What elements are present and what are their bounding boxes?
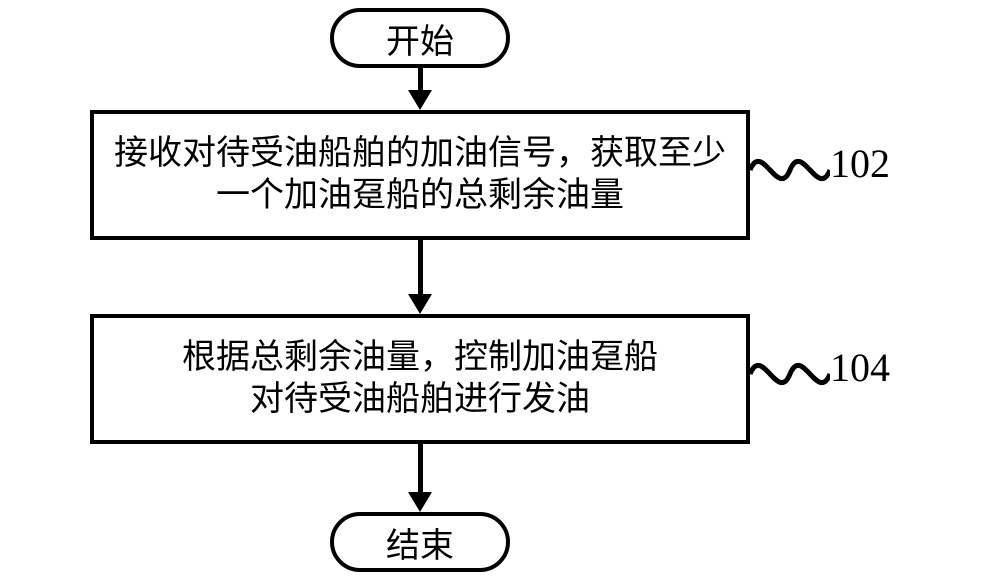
process-104: 根据总剩余油量，控制加油趸船 对待受油船舶进行发油 [90, 314, 750, 444]
process-102-line1: 接收对待受油船舶的加油信号，获取至少 [114, 133, 726, 176]
process-102: 接收对待受油船舶的加油信号，获取至少 一个加油趸船的总剩余油量 [90, 110, 750, 240]
process-102-line2: 一个加油趸船的总剩余油量 [114, 175, 726, 218]
edge-104-to-end-head [408, 492, 432, 512]
edge-102-to-104-head [408, 294, 432, 314]
wiggle-102 [750, 130, 830, 210]
terminator-start-label: 开始 [386, 14, 454, 63]
edge-start-to-102 [418, 68, 423, 92]
process-104-line2: 对待受油船舶进行发油 [182, 379, 658, 422]
edge-102-to-104 [418, 240, 423, 296]
process-104-line1: 根据总剩余油量，控制加油趸船 [182, 337, 658, 380]
process-102-text: 接收对待受油船舶的加油信号，获取至少 一个加油趸船的总剩余油量 [114, 133, 726, 218]
edge-104-to-end [418, 444, 423, 494]
terminator-start: 开始 [330, 8, 510, 68]
terminator-end-label: 结束 [386, 518, 454, 567]
flowchart-canvas: 开始 接收对待受油船舶的加油信号，获取至少 一个加油趸船的总剩余油量 102 根… [0, 0, 1000, 587]
wiggle-104 [750, 334, 830, 414]
terminator-end: 结束 [330, 512, 510, 572]
label-102: 102 [830, 140, 890, 187]
edge-start-to-102-head [408, 90, 432, 110]
process-104-text: 根据总剩余油量，控制加油趸船 对待受油船舶进行发油 [182, 337, 658, 422]
label-104: 104 [830, 344, 890, 391]
